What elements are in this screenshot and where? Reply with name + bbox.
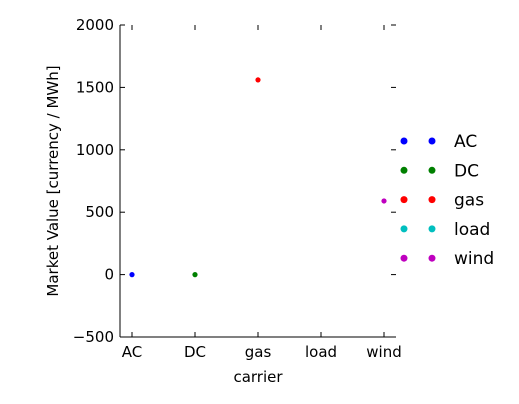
legend-marker-DC [428, 166, 436, 174]
data-point-gas [255, 77, 261, 83]
x-tick-label: DC [184, 343, 206, 361]
y-tick-label: 1500 [76, 78, 114, 96]
legend-marker-wind [428, 254, 436, 262]
legend-marker-gas [428, 196, 436, 204]
y-tick-label: 2000 [76, 16, 114, 34]
data-point-DC [192, 272, 198, 278]
y-tick-label: 0 [104, 266, 114, 284]
legend-label-load: load [454, 220, 490, 240]
x-axis-label: carrier [233, 368, 283, 386]
x-tick-label: wind [366, 343, 401, 361]
y-tick-label: 500 [85, 203, 114, 221]
legend-marker-load [428, 225, 436, 233]
legend-label-gas: gas [454, 191, 484, 211]
x-tick-label: AC [122, 343, 142, 361]
y-axis-label: Market Value [currency / MWh] [44, 65, 62, 296]
legend: AC DC gas load wind [400, 132, 494, 269]
legend-marker-DC [400, 166, 408, 174]
legend-label-wind: wind [454, 249, 494, 269]
legend-marker-gas [400, 196, 408, 204]
legend-marker-load [400, 225, 408, 233]
legend-label-AC: AC [454, 132, 477, 152]
y-tick-label: 1000 [76, 141, 114, 159]
axes: −500 0 500 1000 1500 2000 AC DC gas load wind [73, 16, 402, 361]
plot-area [129, 77, 387, 278]
x-tick-label: load [305, 343, 337, 361]
legend-marker-wind [400, 254, 408, 262]
legend-marker-AC [400, 137, 408, 145]
legend-marker-AC [428, 137, 436, 145]
y-tick-label: −500 [73, 328, 114, 346]
data-point-AC [129, 272, 135, 278]
legend-label-DC: DC [454, 161, 479, 181]
x-tick-label: gas [245, 343, 272, 361]
data-point-wind [381, 198, 387, 204]
